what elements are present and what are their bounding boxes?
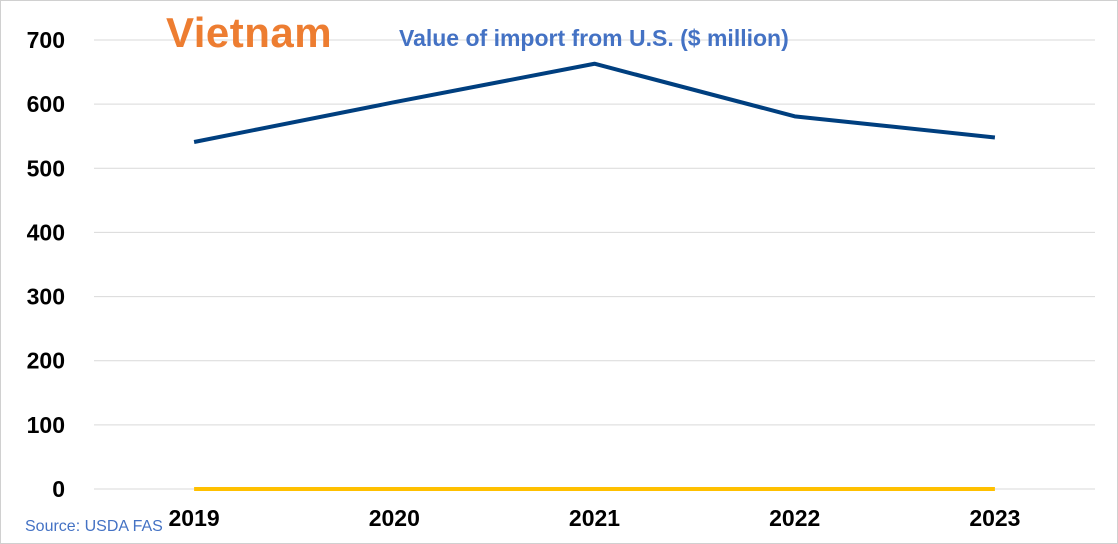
x-tick-label: 2021 (569, 505, 620, 531)
x-tick-label: 2020 (369, 505, 420, 531)
x-tick-label: 2023 (969, 505, 1020, 531)
series-line (193, 61, 996, 144)
y-tick-label: 100 (27, 412, 65, 438)
x-tick-label: 2019 (169, 505, 220, 531)
x-tick-label: 2022 (769, 505, 820, 531)
source-note: Source: USDA FAS (25, 518, 163, 535)
y-tick-label: 200 (27, 348, 65, 374)
y-tick-label: 600 (27, 91, 65, 117)
chart-title-country: Vietnam (166, 9, 333, 56)
y-tick-label: 700 (27, 27, 65, 53)
y-tick-label: 0 (52, 476, 65, 502)
y-tick-label: 400 (27, 219, 65, 245)
chart-title: Value of import from U.S. ($ million) (399, 25, 789, 51)
y-tick-label: 300 (27, 284, 65, 310)
y-tick-label: 500 (27, 155, 65, 181)
